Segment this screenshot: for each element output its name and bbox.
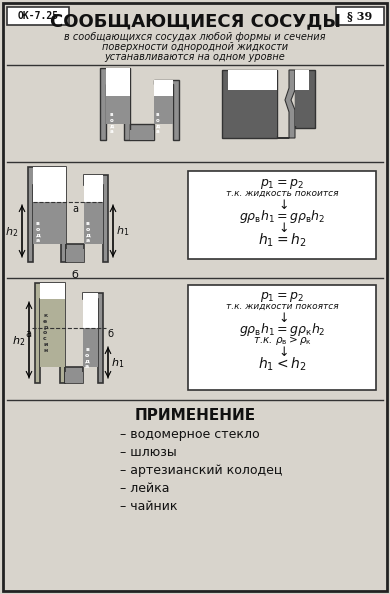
Text: в
о
д
а: в о д а — [36, 221, 41, 243]
Text: в сообщающихся сосудах любой формы и сечения: в сообщающихся сосудах любой формы и сеч… — [64, 32, 326, 42]
Text: $g\rho_\text{в}h_1 = g\rho_\text{к}h_2$: $g\rho_\text{в}h_1 = g\rho_\text{к}h_2$ — [239, 321, 325, 338]
Text: в
о
д
а: в о д а — [156, 112, 160, 134]
Bar — [33, 167, 66, 202]
Text: т.к. жидкость покоится: т.к. жидкость покоится — [226, 189, 338, 198]
Text: $h_1$: $h_1$ — [116, 224, 129, 238]
Bar — [66, 244, 84, 262]
Text: $\downarrow$: $\downarrow$ — [276, 221, 288, 235]
Text: $h_1 = h_2$: $h_1 = h_2$ — [258, 232, 306, 249]
Bar — [336, 7, 384, 25]
Bar — [188, 285, 376, 390]
Text: $p_1 = p_2$: $p_1 = p_2$ — [260, 290, 304, 304]
Text: а: а — [25, 329, 31, 339]
Text: a: a — [72, 204, 78, 214]
Bar — [84, 175, 103, 202]
Bar — [40, 283, 65, 299]
Polygon shape — [84, 175, 108, 262]
Bar — [295, 90, 308, 126]
Bar — [222, 70, 277, 138]
Bar — [228, 90, 277, 136]
Text: – чайник: – чайник — [120, 500, 177, 513]
Text: – артезианский колодец: – артезианский колодец — [120, 464, 282, 477]
Text: устанавливаются на одном уровне: устанавливаются на одном уровне — [105, 52, 285, 62]
Polygon shape — [28, 167, 66, 262]
Text: $g\rho_\text{в}h_1 = g\rho_\text{в}h_2$: $g\rho_\text{в}h_1 = g\rho_\text{в}h_2$ — [239, 208, 325, 225]
Text: т.к. жидкости покоятся: т.к. жидкости покоятся — [226, 302, 338, 311]
Text: $\downarrow$: $\downarrow$ — [276, 345, 288, 359]
Bar — [7, 7, 69, 25]
Bar — [154, 80, 173, 96]
Bar — [295, 70, 315, 128]
Bar — [130, 124, 154, 140]
Polygon shape — [277, 70, 295, 138]
Text: $\downarrow$: $\downarrow$ — [276, 198, 288, 212]
Text: – лейка: – лейка — [120, 482, 170, 495]
Bar — [154, 96, 172, 124]
Bar — [65, 372, 83, 383]
Text: б: б — [107, 329, 113, 339]
Bar — [84, 202, 103, 244]
Text: б: б — [71, 270, 78, 280]
Bar — [188, 171, 376, 259]
Text: $h_2$: $h_2$ — [12, 334, 26, 348]
Bar — [83, 293, 98, 328]
Text: $h_1$: $h_1$ — [112, 356, 125, 371]
Bar — [106, 96, 129, 124]
Bar — [106, 68, 130, 96]
Text: – водомерное стекло: – водомерное стекло — [120, 428, 260, 441]
Bar — [83, 328, 98, 367]
Polygon shape — [35, 283, 65, 383]
Text: $h_1 < h_2$: $h_1 < h_2$ — [258, 356, 306, 374]
Text: поверхности однородной жидкости: поверхности однородной жидкости — [102, 42, 288, 52]
Text: § 39: § 39 — [347, 11, 372, 21]
Text: в
о
д
а: в о д а — [86, 221, 91, 243]
Bar — [295, 70, 309, 126]
Polygon shape — [100, 68, 130, 140]
Text: СООБЩАЮЩИЕСЯ СОСУДЫ: СООБЩАЮЩИЕСЯ СОСУДЫ — [50, 12, 340, 30]
Text: $\downarrow$: $\downarrow$ — [276, 311, 288, 325]
Text: $p_1 = p_2$: $p_1 = p_2$ — [260, 177, 304, 191]
Bar — [65, 367, 83, 383]
Text: т.к. $\rho_\text{в} > \rho_\text{к}$: т.к. $\rho_\text{в} > \rho_\text{к}$ — [253, 334, 312, 347]
Bar — [228, 70, 277, 136]
Text: ПРИМЕНЕНИЕ: ПРИМЕНЕНИЕ — [135, 408, 255, 423]
Bar — [40, 299, 65, 367]
Text: $h_2$: $h_2$ — [5, 225, 19, 239]
Text: ОК-7.25: ОК-7.25 — [18, 11, 58, 21]
Text: в
о
д
а: в о д а — [85, 347, 90, 369]
Bar — [33, 202, 66, 244]
Bar — [66, 249, 84, 262]
Polygon shape — [83, 293, 103, 383]
Text: в
о
д
а: в о д а — [110, 112, 114, 134]
Polygon shape — [154, 80, 179, 140]
Text: к
е
р
о
с
и
н: к е р о с и н — [43, 313, 47, 353]
Text: – шлюзы: – шлюзы — [120, 446, 177, 459]
Bar — [130, 130, 154, 140]
